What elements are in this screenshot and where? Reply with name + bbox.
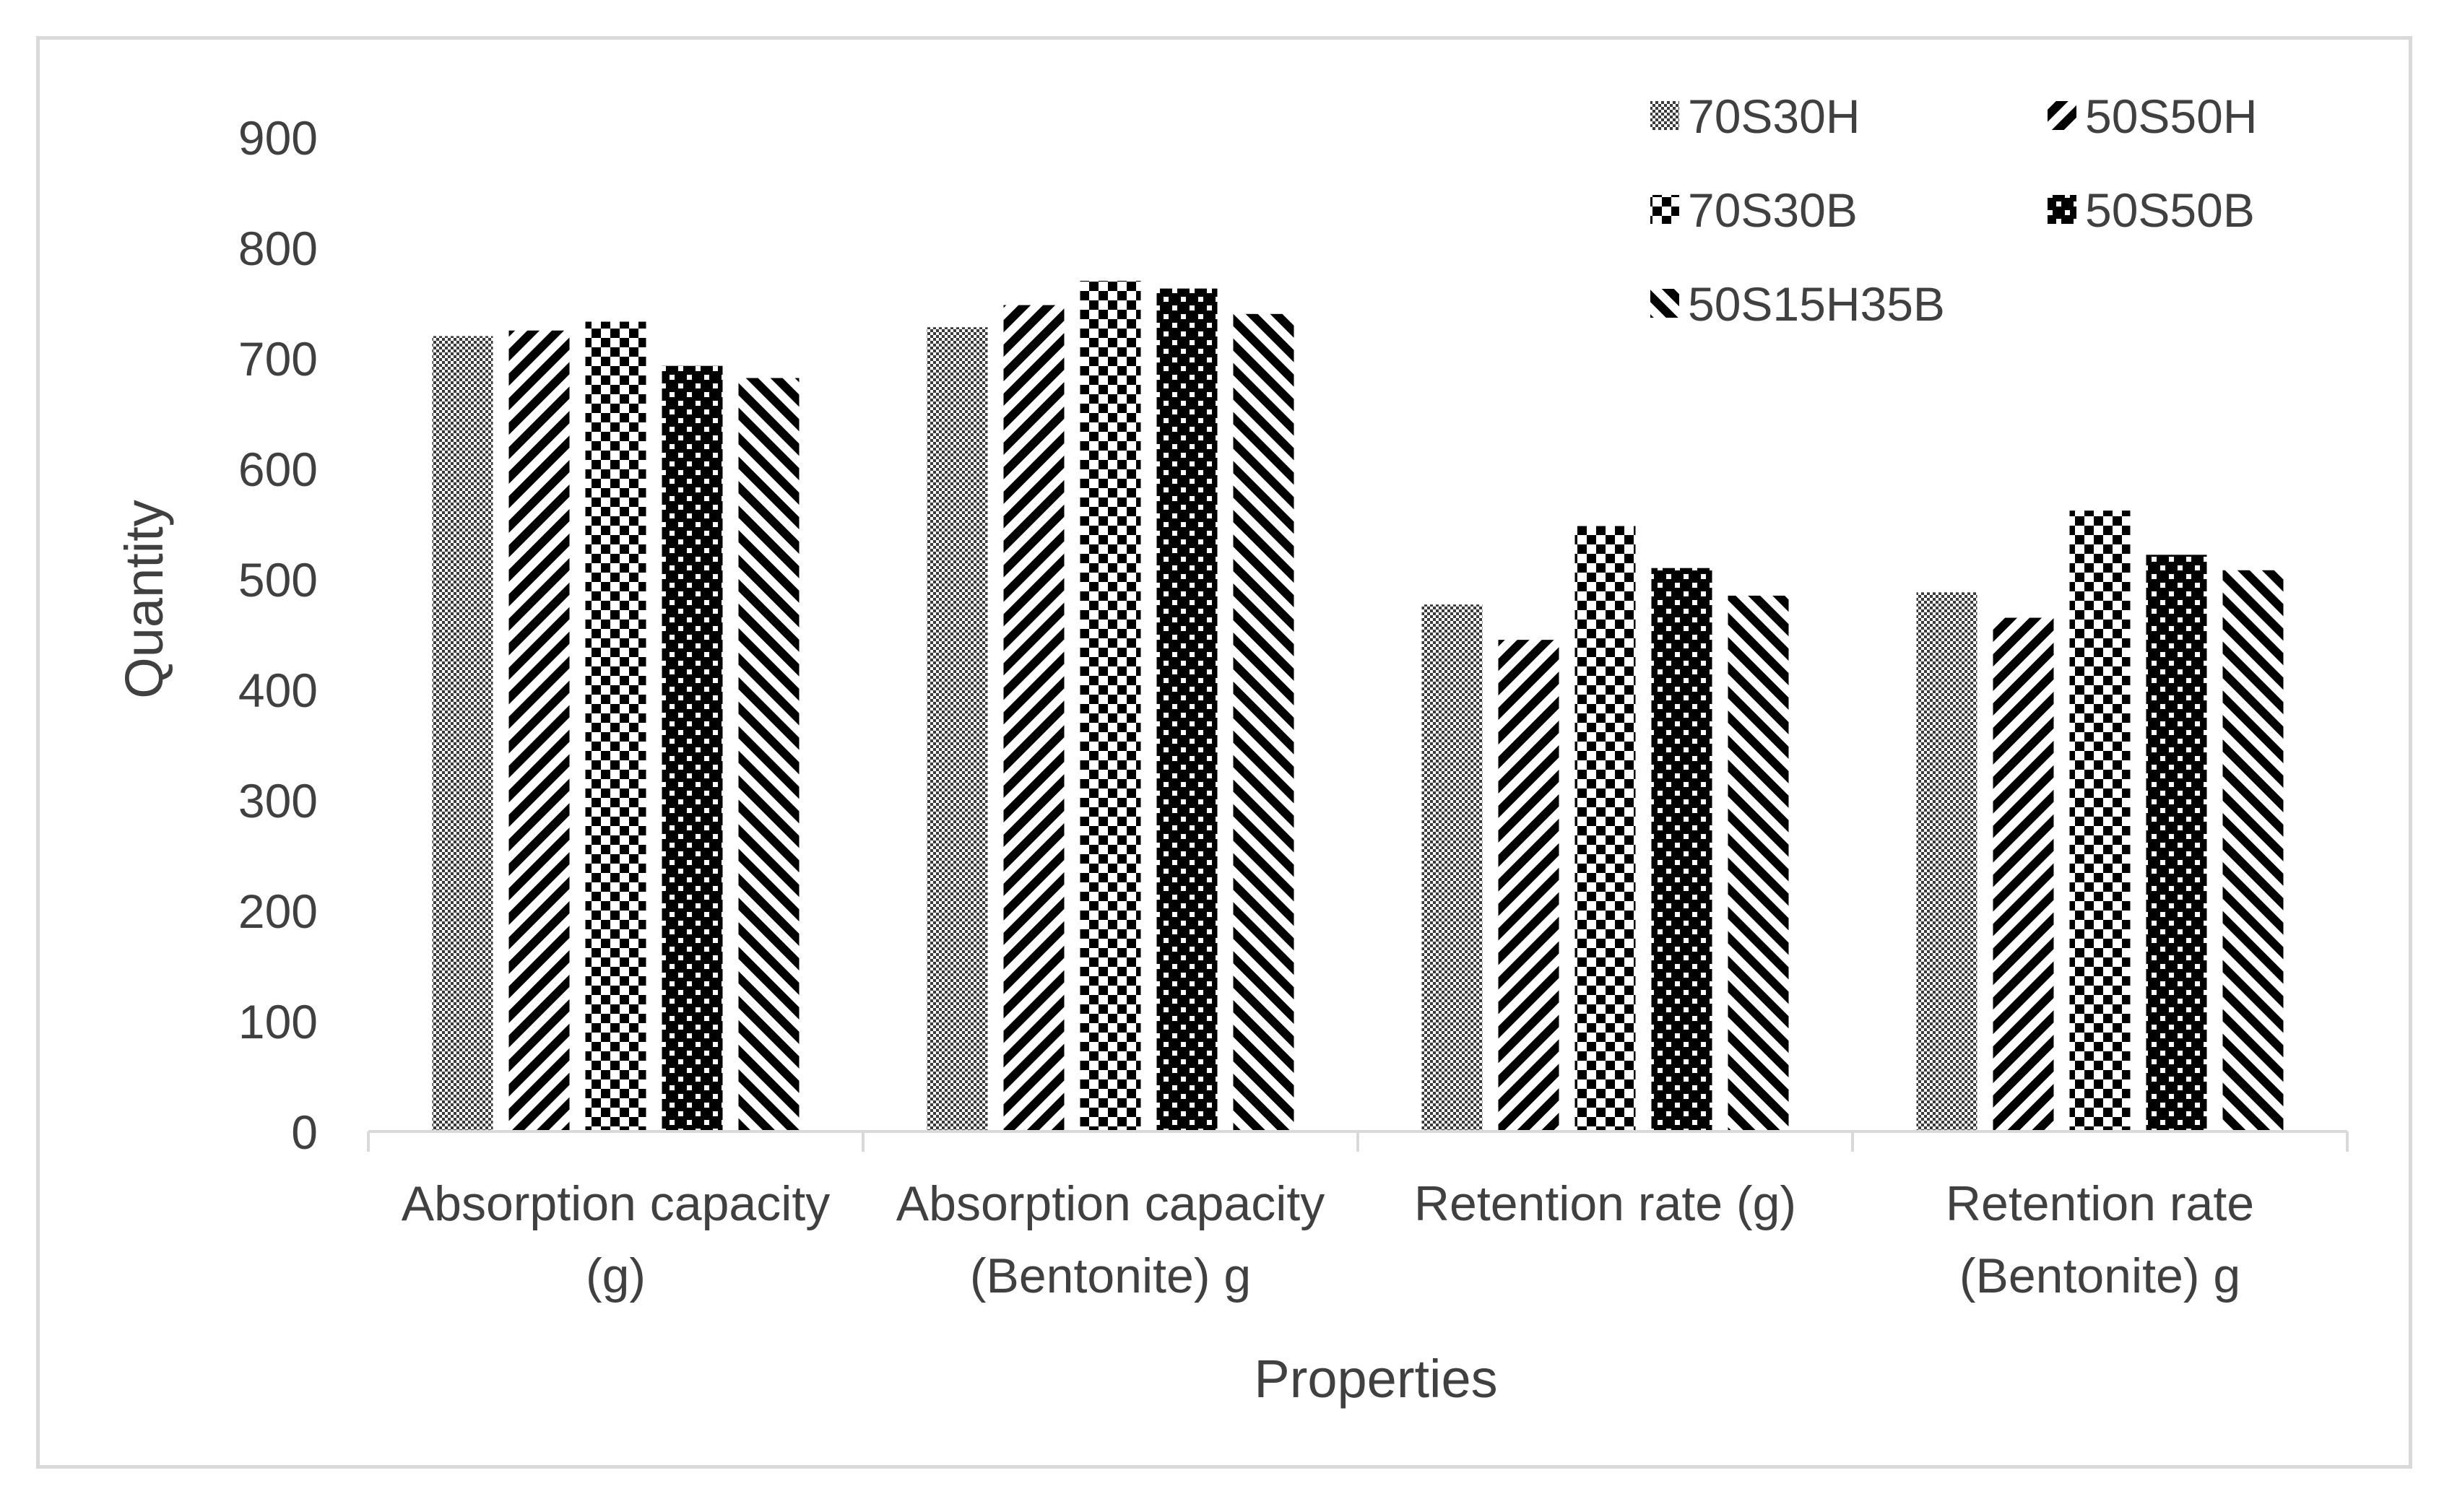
legend: 70S30H 50S50H 70S30B 50S50B 50S15H35B	[1650, 90, 2258, 331]
bar-70S30H	[1916, 592, 1977, 1131]
bar-50S15H35B	[1728, 595, 1789, 1131]
bar-50S50B	[662, 365, 723, 1132]
legend-label: 70S30H	[1688, 90, 1860, 143]
category-labels: Absorption capacity (g) Absorption capacit…	[402, 1176, 2254, 1303]
bar-50S50B	[2146, 555, 2207, 1131]
bar-50S50H	[1498, 640, 1559, 1131]
category-label: Retention rate	[1946, 1176, 2254, 1231]
x-axis-tick-marks	[367, 1131, 2349, 1152]
legend-label: 50S15H35B	[1688, 277, 1945, 331]
bar-70S30B	[1574, 526, 1636, 1131]
x-axis-title: Properties	[1254, 1349, 1497, 1409]
y-tick-label: 800	[238, 222, 318, 275]
bar-70S30B	[585, 321, 646, 1131]
y-tick-label: 100	[238, 995, 318, 1048]
bar-50S50B	[1651, 568, 1712, 1131]
legend-label: 50S50H	[2085, 90, 2258, 143]
bar-50S50H	[508, 330, 570, 1131]
category-label: Retention rate (g)	[1414, 1176, 1796, 1231]
bar-50S50H	[1993, 617, 2054, 1131]
bar-50S50H	[1003, 305, 1065, 1131]
y-tick-label: 300	[238, 774, 318, 827]
legend-swatch	[2048, 195, 2076, 224]
y-axis-ticks: 0 100 200 300 400 500 600 700 800 900	[238, 111, 318, 1159]
legend-label: 70S30B	[1688, 183, 1858, 237]
bar-70S30H	[1421, 604, 1483, 1131]
y-tick-label: 400	[238, 664, 318, 717]
bar-70S30B	[2069, 510, 2131, 1131]
bar-70S30B	[1080, 280, 1141, 1131]
legend-label: 50S50B	[2085, 183, 2255, 237]
y-tick-label: 0	[291, 1105, 318, 1159]
y-tick-label: 200	[238, 885, 318, 938]
category-label: Absorption capacity	[402, 1176, 830, 1231]
bar-70S30H	[432, 336, 493, 1131]
y-axis-title: Quantity	[114, 500, 174, 699]
legend-swatch	[1650, 101, 1679, 130]
category-label: Absorption capacity	[896, 1176, 1325, 1231]
bar-50S15H35B	[2222, 570, 2284, 1131]
bars	[432, 280, 2284, 1132]
bar-50S50B	[1156, 288, 1218, 1131]
category-label: (Bentonite) g	[1959, 1248, 2240, 1303]
bar-70S30H	[927, 327, 988, 1131]
category-label: (Bentonite) g	[970, 1248, 1251, 1303]
y-tick-label: 900	[238, 111, 318, 165]
bar-50S15H35B	[738, 378, 800, 1131]
legend-swatch	[1650, 195, 1679, 224]
category-label: (g)	[586, 1248, 646, 1303]
bar-50S15H35B	[1233, 313, 1294, 1131]
y-tick-label: 500	[238, 553, 318, 607]
y-tick-label: 700	[238, 332, 318, 386]
legend-swatch	[1650, 289, 1679, 318]
legend-swatch	[2048, 101, 2076, 130]
y-tick-label: 600	[238, 443, 318, 496]
